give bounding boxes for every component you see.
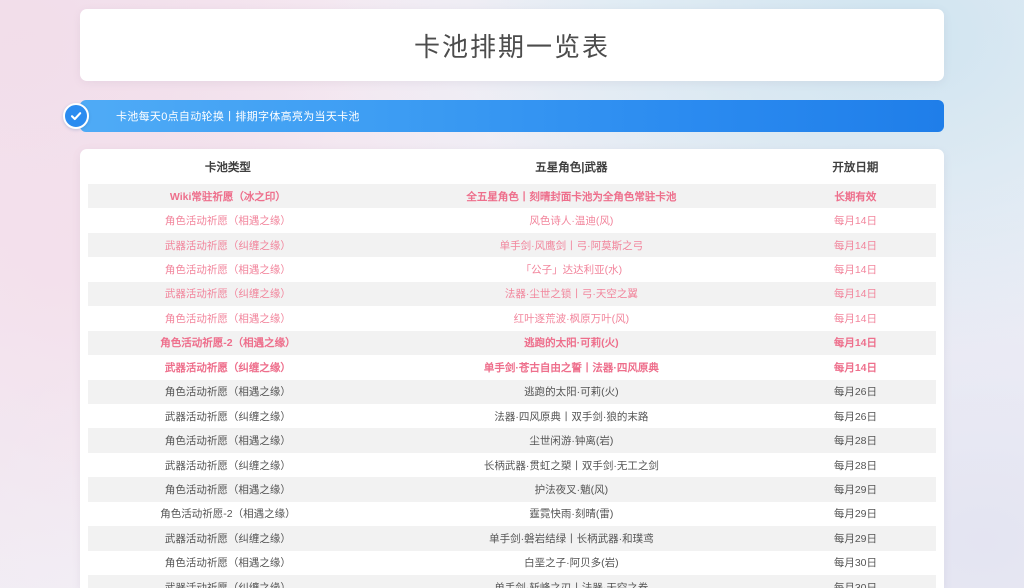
cell-five-star-item: 风色诗人·温迪(风) [529, 215, 614, 228]
table-row: 武器活动祈愿（纠缠之缘） 单手剑·斩峰之刃丨法器·天空之卷 每月30日 [88, 575, 936, 588]
cell-open-date: 每月14日 [833, 215, 878, 228]
cell-pool-type: 武器活动祈愿（纠缠之缘） [164, 459, 291, 472]
cell-open-date: 每月26日 [774, 379, 936, 404]
cell-pool-type: 武器活动祈愿（纠缠之缘） [164, 410, 291, 423]
check-circle-icon [63, 103, 89, 129]
table-row: 角色活动祈愿（相遇之缘） 风色诗人·温迪(风) 每月14日 [88, 208, 936, 232]
cell-five-star-item: 法器·尘世之锁丨弓·天空之翼 [367, 281, 775, 307]
cell-five-star-item: 单手剑·磐岩结绿丨长柄武器·和璞鸢 [367, 526, 775, 551]
cell-open-date: 每月14日 [774, 281, 936, 307]
cell-pool-type: 角色活动祈愿-2（相遇之缘） [88, 330, 368, 356]
cell-pool-type: 角色活动祈愿（相遇之缘） [164, 312, 291, 325]
cell-open-date: 每月29日 [833, 508, 878, 521]
cell-pool-type: 武器活动祈愿（纠缠之缘） [88, 281, 368, 307]
cell-open-date: 每月26日 [833, 410, 878, 423]
cell-pool-type: 角色活动祈愿（相遇之缘） [164, 264, 291, 277]
table-row: 角色活动祈愿（相遇之缘） 「公子」达达利亚(水) 每月14日 [88, 257, 936, 281]
table-head: 卡池类型 五星角色|武器 开放日期 [88, 149, 936, 184]
notice-bar: 卡池每天0点自动轮换丨排期字体高亮为当天卡池 [80, 100, 944, 132]
table-row: 角色活动祈愿（相遇之缘） 护法夜叉·魈(风) 每月29日 [88, 477, 936, 502]
page-title: 卡池排期一览表 [413, 31, 610, 62]
cell-five-star-item: 护法夜叉·魈(风) [367, 477, 775, 502]
cell-pool-type: Wiki常驻祈愿（冰之印） [88, 184, 368, 209]
table-row: 角色活动祈愿（相遇之缘） 红叶逐荒波·枫原万叶(风) 每月14日 [88, 306, 936, 330]
cell-pool-type: 武器活动祈愿（纠缠之缘） [88, 575, 368, 588]
table-row: 武器活动祈愿（纠缠之缘） 法器·尘世之锁丨弓·天空之翼 每月14日 [88, 281, 936, 307]
cell-pool-type: 角色活动祈愿（相遇之缘） [88, 428, 368, 453]
cell-open-date: 每月14日 [833, 264, 878, 277]
title-card: 卡池排期一览表 [80, 9, 944, 81]
cell-five-star-item: 逃跑的太阳·可莉(火) [367, 330, 775, 356]
cell-open-date: 每月29日 [774, 526, 936, 551]
table-row: 角色活动祈愿-2（相遇之缘） 霆霓快雨·刻晴(雷) 每月29日 [88, 502, 936, 526]
cell-open-date: 每月29日 [774, 477, 936, 502]
table-row: 武器活动祈愿（纠缠之缘） 法器·四风原典丨双手剑·狼的末路 每月26日 [88, 404, 936, 428]
schedule-table: 卡池类型 五星角色|武器 开放日期 Wiki常驻祈愿（冰之印） 全五星角色丨刻晴封… [88, 149, 936, 588]
column-header-date: 开放日期 [832, 161, 879, 174]
cell-five-star-item: 单手剑·风鹰剑丨弓·阿莫斯之弓 [367, 232, 775, 258]
table-row: 角色活动祈愿（相遇之缘） 尘世闲游·钟离(岩) 每月28日 [88, 428, 936, 453]
table-row: 武器活动祈愿（纠缠之缘） 单手剑·磐岩结绿丨长柄武器·和璞鸢 每月29日 [88, 526, 936, 551]
cell-open-date: 每月30日 [774, 575, 936, 588]
table-row: 角色活动祈愿-2（相遇之缘） 逃跑的太阳·可莉(火) 每月14日 [88, 330, 936, 356]
table-row: Wiki常驻祈愿（冰之印） 全五星角色丨刻晴封面卡池为全角色常驻卡池 长期有效 [88, 184, 936, 209]
cell-open-date: 每月14日 [833, 312, 878, 325]
cell-pool-type: 武器活动祈愿（纠缠之缘） [164, 361, 291, 374]
cell-five-star-item: 全五星角色丨刻晴封面卡池为全角色常驻卡池 [367, 184, 775, 209]
cell-five-star-item: 「公子」达达利亚(水) [520, 264, 623, 277]
cell-five-star-item: 单手剑·苍古自由之誓丨法器·四风原典 [483, 361, 659, 374]
cell-five-star-item: 长柄武器·贯虹之槊丨双手剑·无工之剑 [483, 459, 659, 472]
cell-open-date: 每月14日 [833, 361, 878, 374]
cell-five-star-item: 红叶逐荒波·枫原万叶(风) [513, 312, 630, 325]
cell-five-star-item: 单手剑·斩峰之刃丨法器·天空之卷 [367, 575, 775, 588]
cell-open-date: 长期有效 [774, 184, 936, 209]
table-row: 武器活动祈愿（纠缠之缘） 单手剑·风鹰剑丨弓·阿莫斯之弓 每月14日 [88, 232, 936, 258]
cell-pool-type: 角色活动祈愿（相遇之缘） [164, 557, 291, 570]
table-body: Wiki常驻祈愿（冰之印） 全五星角色丨刻晴封面卡池为全角色常驻卡池 长期有效 角色活… [88, 184, 936, 588]
table-row: 角色活动祈愿（相遇之缘） 逃跑的太阳·可莉(火) 每月26日 [88, 379, 936, 404]
cell-five-star-item: 霆霓快雨·刻晴(雷) [529, 508, 614, 521]
cell-five-star-item: 白垩之子·阿贝多(岩) [524, 557, 619, 570]
cell-open-date: 每月28日 [833, 459, 878, 472]
cell-open-date: 每月30日 [833, 557, 878, 570]
cell-pool-type: 角色活动祈愿（相遇之缘） [88, 379, 368, 404]
table-row: 武器活动祈愿（纠缠之缘） 单手剑·苍古自由之誓丨法器·四风原典 每月14日 [88, 355, 936, 379]
cell-five-star-item: 法器·四风原典丨双手剑·狼的末路 [494, 410, 649, 423]
cell-five-star-item: 逃跑的太阳·可莉(火) [367, 379, 775, 404]
table-header-row: 卡池类型 五星角色|武器 开放日期 [88, 149, 936, 184]
cell-five-star-item: 尘世闲游·钟离(岩) [367, 428, 775, 453]
schedule-table-card: 卡池类型 五星角色|武器 开放日期 Wiki常驻祈愿（冰之印） 全五星角色丨刻晴封… [80, 149, 944, 588]
cell-pool-type: 角色活动祈愿（相遇之缘） [164, 215, 291, 228]
notice-banner: 卡池每天0点自动轮换丨排期字体高亮为当天卡池 [63, 100, 944, 132]
cell-pool-type: 角色活动祈愿（相遇之缘） [88, 477, 368, 502]
cell-open-date: 每月14日 [774, 232, 936, 258]
cell-open-date: 每月14日 [774, 330, 936, 356]
cell-open-date: 每月28日 [774, 428, 936, 453]
cell-pool-type: 武器活动祈愿（纠缠之缘） [88, 526, 368, 551]
cell-pool-type: 角色活动祈愿-2（相遇之缘） [160, 508, 296, 521]
column-header-item: 五星角色|武器 [535, 161, 608, 174]
table-row: 武器活动祈愿（纠缠之缘） 长柄武器·贯虹之槊丨双手剑·无工之剑 每月28日 [88, 453, 936, 477]
column-header-type: 卡池类型 [204, 161, 251, 174]
notice-text: 卡池每天0点自动轮换丨排期字体高亮为当天卡池 [116, 111, 360, 123]
cell-pool-type: 武器活动祈愿（纠缠之缘） [88, 232, 368, 258]
table-row: 角色活动祈愿（相遇之缘） 白垩之子·阿贝多(岩) 每月30日 [88, 551, 936, 575]
